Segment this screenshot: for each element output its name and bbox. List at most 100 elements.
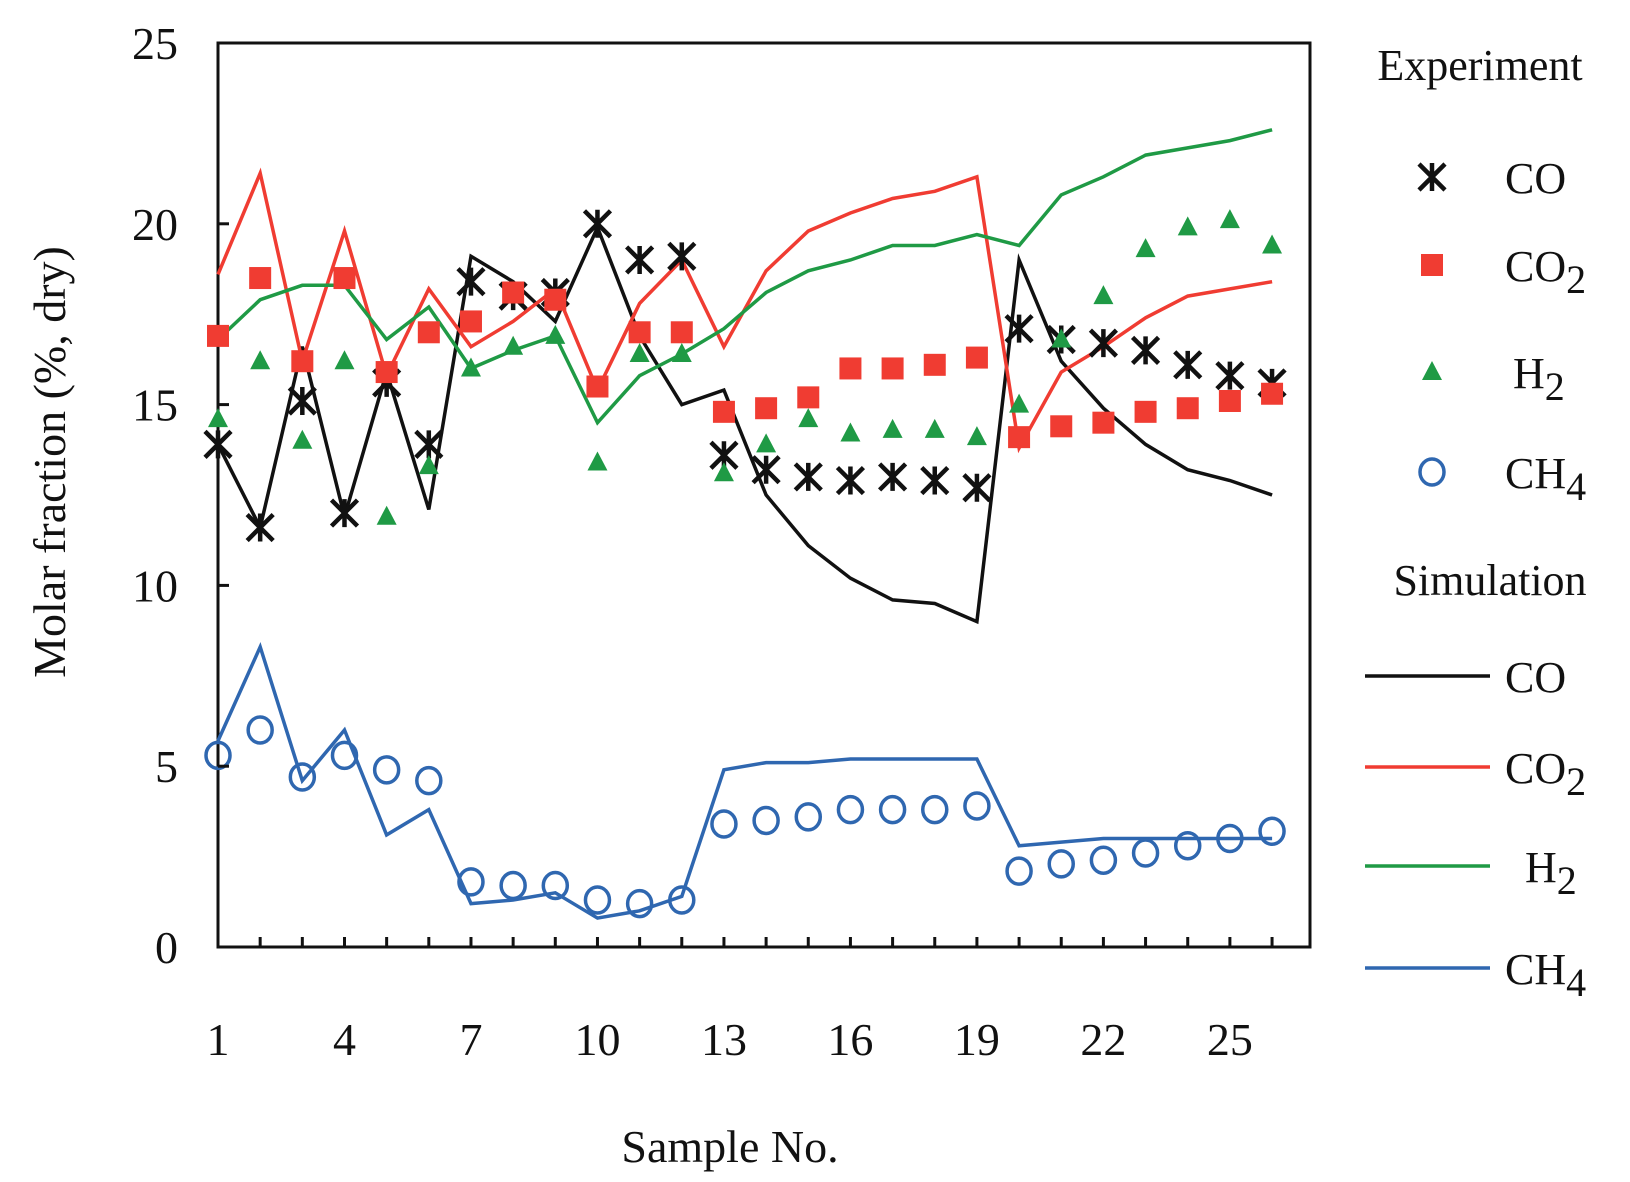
- experiment-point-ch4: [836, 794, 865, 825]
- experiment-point-co2: [375, 361, 398, 384]
- legend-marker-co: [1417, 162, 1447, 192]
- experiment-point-ch4: [710, 809, 738, 839]
- experiment-point-co: [456, 267, 486, 297]
- experiment-point-h2: [882, 418, 903, 438]
- simulation-line-ch4: [216, 641, 1273, 920]
- x-tick-label: 19: [954, 1014, 1000, 1065]
- legend-sim-label-ch4: CH4: [1505, 945, 1586, 1005]
- experiment-point-ch4: [963, 791, 991, 821]
- x-tick-label: 13: [701, 1014, 747, 1065]
- experiment-point-ch4: [372, 755, 401, 785]
- experiment-point-h2: [713, 462, 734, 482]
- experiment-point-co2: [502, 281, 525, 304]
- experiment-point-ch4: [1173, 831, 1202, 861]
- legend-experiment-title: Experiment: [1377, 41, 1582, 90]
- experiment-point-co: [287, 386, 317, 416]
- experiment-point-ch4: [752, 805, 780, 836]
- experiment-markers: [203, 209, 1287, 919]
- experiment-series-co: [203, 209, 1287, 543]
- experiment-point-ch4: [457, 867, 485, 897]
- experiment-point-ch4: [583, 885, 612, 915]
- legend-sim-label-co2: CO2: [1505, 744, 1586, 804]
- experiment-point-co2: [881, 357, 904, 380]
- experiment-point-ch4: [1047, 849, 1075, 879]
- simulation-line-co: [216, 222, 1273, 625]
- legend-simulation-title: Simulation: [1393, 556, 1586, 605]
- y-tick-label: 5: [155, 741, 178, 792]
- experiment-point-co: [329, 498, 360, 528]
- experiment-point-ch4: [1131, 838, 1160, 868]
- experiment-point-co: [1173, 350, 1203, 380]
- experiment-point-co: [625, 245, 655, 275]
- experiment-point-h2: [587, 451, 608, 471]
- experiment-point-co2: [249, 267, 272, 290]
- experiment-point-co: [245, 512, 275, 543]
- x-tick-label: 16: [827, 1014, 873, 1065]
- legend-label-ch4: CH4: [1505, 449, 1586, 509]
- x-tick-label: 22: [1080, 1014, 1126, 1065]
- y-tick-label: 20: [132, 199, 178, 250]
- experiment-point-co2: [923, 353, 946, 376]
- x-axis-label: Sample No.: [621, 1121, 838, 1172]
- experiment-point-h2: [250, 350, 271, 370]
- experiment-point-h2: [292, 429, 313, 449]
- experiment-point-co2: [544, 288, 567, 311]
- experiment-point-co: [920, 465, 950, 496]
- y-tick-label: 15: [132, 380, 178, 431]
- experiment-point-h2: [460, 357, 481, 377]
- experiment-point-ch4: [921, 794, 949, 825]
- legend-label-co2: CO2: [1505, 242, 1586, 302]
- experiment-point-co2: [586, 375, 609, 398]
- experiment-point-co2: [291, 350, 314, 373]
- experiment-point-co2: [1092, 411, 1115, 434]
- experiment-point-co: [793, 462, 823, 492]
- experiment-point-h2: [629, 342, 650, 362]
- experiment-point-ch4: [1005, 856, 1033, 886]
- legend-marker-h2: [1422, 361, 1442, 380]
- experiment-point-co: [203, 429, 233, 459]
- experiment-point-co2: [628, 321, 651, 344]
- experiment-point-ch4: [288, 762, 317, 792]
- experiment-point-co: [835, 465, 866, 496]
- x-tick-label: 10: [574, 1014, 620, 1065]
- experiment-point-co2: [1050, 415, 1073, 438]
- experiment-point-co2: [1218, 389, 1241, 412]
- experiment-point-h2: [840, 422, 861, 442]
- experiment-point-co2: [797, 386, 820, 409]
- experiment-point-ch4: [625, 888, 654, 919]
- experiment-point-h2: [1135, 238, 1156, 258]
- x-tick-label: 7: [459, 1014, 482, 1065]
- plot-area: [216, 41, 1312, 949]
- legend-label-h2: H2: [1513, 349, 1565, 409]
- experiment-series-co2: [207, 267, 1284, 449]
- experiment-point-co: [751, 455, 781, 485]
- simulation-line-h2: [216, 128, 1273, 426]
- experiment-point-co: [1088, 328, 1119, 358]
- experiment-point-co2: [333, 267, 356, 290]
- experiment-point-h2: [1262, 234, 1283, 254]
- experiment-point-co2: [1261, 382, 1284, 405]
- experiment-point-h2: [756, 433, 777, 453]
- experiment-point-h2: [924, 418, 945, 438]
- x-tick-label: 1: [207, 1014, 230, 1065]
- y-tick-label: 10: [132, 560, 178, 611]
- experiment-point-co2: [1134, 400, 1157, 423]
- experiment-point-h2: [376, 505, 397, 525]
- experiment-point-ch4: [330, 740, 359, 771]
- simulation-lines: [216, 128, 1273, 920]
- experiment-point-co: [582, 209, 613, 239]
- y-axis: 0 5 10 15 20 25: [132, 18, 229, 973]
- experiment-point-ch4: [499, 870, 527, 901]
- experiment-series-ch4: [204, 715, 1286, 919]
- legend-sim-label-h2: H2: [1525, 843, 1577, 903]
- x-tick-label: 4: [333, 1014, 356, 1065]
- experiment-point-ch4: [415, 765, 443, 796]
- legend: Experiment Simulation CO CO2 H2 CH4 CO CO2 H2 C…: [1365, 41, 1587, 1005]
- experiment-point-co: [1215, 361, 1245, 391]
- experiment-point-co: [1130, 335, 1161, 365]
- experiment-point-h2: [503, 335, 524, 355]
- experiment-point-co2: [207, 324, 229, 347]
- experiment-point-h2: [418, 455, 439, 475]
- experiment-point-h2: [1219, 209, 1240, 229]
- legend-marker-co2: [1421, 254, 1443, 276]
